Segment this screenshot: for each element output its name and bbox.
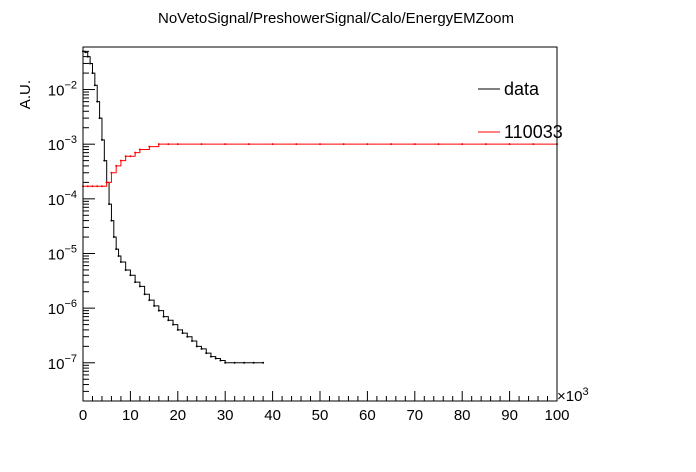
- data-point: [138, 148, 141, 151]
- x-multiplier-label: ×103: [557, 386, 589, 405]
- data-point: [319, 143, 321, 146]
- data-point: [134, 281, 137, 284]
- data-point: [89, 62, 92, 65]
- y-axis-label: A.U.: [17, 80, 34, 109]
- data-point: [138, 285, 141, 288]
- data-point: [209, 355, 212, 358]
- y-tick-label: 10−2: [48, 80, 77, 100]
- data-point: [176, 143, 179, 146]
- x-tick-label: 0: [79, 407, 87, 424]
- x-tick-label: 60: [359, 407, 376, 424]
- data-point: [247, 143, 250, 146]
- y-tick-label: 10−4: [48, 189, 77, 209]
- y-tick-label: 10−7: [48, 353, 77, 373]
- legend-label-110033: 110033: [504, 122, 563, 142]
- data-point: [96, 100, 99, 103]
- data-point: [117, 254, 120, 257]
- data-point: [93, 84, 96, 87]
- data-point: [105, 181, 108, 184]
- data-point: [295, 143, 298, 146]
- data-point: [224, 143, 227, 146]
- data-point: [252, 361, 255, 364]
- data-point: [532, 143, 535, 146]
- data-point: [148, 145, 151, 148]
- data-point: [224, 361, 227, 364]
- data-point: [162, 315, 165, 318]
- data-point: [437, 143, 440, 146]
- data-point: [243, 361, 246, 364]
- data-point: [157, 143, 160, 146]
- legend-label-data: data: [504, 79, 540, 99]
- x-tick-label: 50: [312, 407, 329, 424]
- data-point: [96, 185, 99, 188]
- data-point: [100, 185, 103, 188]
- x-tick-label: 70: [406, 407, 423, 424]
- data-point: [461, 143, 464, 146]
- data-point: [233, 361, 236, 364]
- y-tick-label: 10−3: [48, 134, 77, 154]
- y-tick-label: 10−6: [48, 298, 77, 318]
- legend: data 110033: [478, 79, 563, 142]
- data-point: [200, 347, 203, 350]
- data-point: [134, 151, 137, 154]
- data-point: [91, 72, 94, 75]
- x-axis: 0 10 20 30 40 50 60 70 80 90 100: [79, 391, 570, 424]
- data-point: [366, 143, 369, 146]
- data-point: [219, 359, 222, 362]
- data-point: [110, 171, 113, 174]
- data-point: [143, 293, 146, 296]
- data-point: [108, 203, 111, 206]
- y-axis: 10−7 10−6 10−5 10−4 10−3 10−2: [48, 46, 95, 402]
- data-point: [157, 309, 160, 312]
- series-layer: [82, 50, 558, 364]
- data-point: [167, 319, 170, 322]
- chart-title: NoVetoSignal/PreshowerSignal/Calo/Energy…: [158, 10, 514, 27]
- series-line-110033: [83, 143, 557, 187]
- data-point: [181, 332, 184, 335]
- data-point: [129, 274, 132, 277]
- data-point: [103, 159, 106, 162]
- data-point: [172, 323, 175, 326]
- data-point: [413, 143, 416, 146]
- data-point: [186, 335, 189, 338]
- data-point: [390, 143, 393, 146]
- x-tick-label: 90: [501, 407, 518, 424]
- data-point: [98, 117, 101, 120]
- x-tick-label: 20: [169, 407, 186, 424]
- data-point: [176, 328, 179, 331]
- data-point: [262, 361, 265, 364]
- data-point: [484, 143, 487, 146]
- x-tick-label: 30: [217, 407, 234, 424]
- x-tick-label: 100: [544, 407, 569, 424]
- data-point: [205, 352, 208, 355]
- data-point: [167, 143, 170, 146]
- data-point: [124, 155, 127, 158]
- data-point: [100, 138, 103, 141]
- data-point: [148, 299, 151, 302]
- data-point: [119, 260, 122, 263]
- data-point: [91, 185, 94, 188]
- data-point: [153, 304, 156, 307]
- data-point: [195, 345, 198, 348]
- data-point: [191, 340, 194, 343]
- x-tick-label: 40: [264, 407, 281, 424]
- data-point: [115, 164, 118, 167]
- data-point: [200, 143, 203, 146]
- data-point: [112, 236, 115, 239]
- x-tick-label: 10: [122, 407, 139, 424]
- data-point: [271, 143, 274, 146]
- data-point: [86, 185, 89, 188]
- data-point: [508, 143, 511, 146]
- data-point: [129, 155, 132, 158]
- data-point: [115, 248, 118, 251]
- x-tick-label: 80: [454, 407, 471, 424]
- y-tick-label: 10−5: [48, 243, 77, 263]
- data-point: [214, 357, 217, 360]
- data-point: [342, 143, 345, 146]
- data-point: [124, 268, 127, 271]
- data-point: [110, 219, 113, 222]
- data-point: [119, 159, 122, 162]
